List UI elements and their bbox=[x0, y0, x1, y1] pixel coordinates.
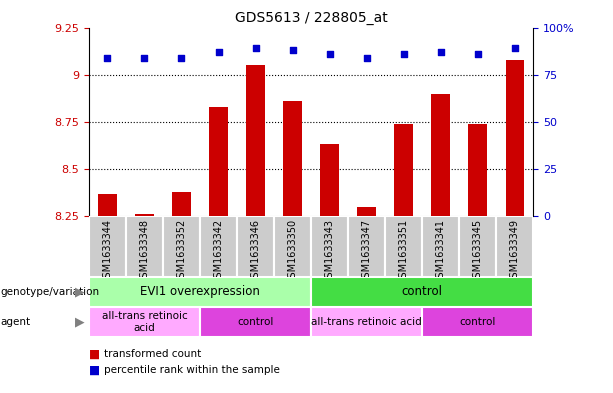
Bar bbox=[163, 216, 200, 277]
Bar bbox=[311, 277, 533, 307]
Text: GSM1633344: GSM1633344 bbox=[102, 219, 112, 284]
Text: GSM1633352: GSM1633352 bbox=[177, 219, 186, 285]
Bar bbox=[348, 216, 385, 277]
Bar bbox=[89, 307, 200, 337]
Text: GSM1633346: GSM1633346 bbox=[251, 219, 261, 284]
Point bbox=[362, 55, 371, 61]
Bar bbox=[422, 216, 459, 277]
Text: GSM1633347: GSM1633347 bbox=[362, 219, 371, 284]
Bar bbox=[274, 216, 311, 277]
Text: percentile rank within the sample: percentile rank within the sample bbox=[104, 365, 280, 375]
Point bbox=[102, 55, 112, 61]
Text: all-trans retinoic
acid: all-trans retinoic acid bbox=[102, 311, 188, 332]
Bar bbox=[357, 207, 376, 216]
Bar bbox=[432, 94, 450, 216]
Text: all-trans retinoic acid: all-trans retinoic acid bbox=[311, 317, 422, 327]
Bar bbox=[89, 277, 311, 307]
Bar bbox=[126, 216, 163, 277]
Text: agent: agent bbox=[0, 317, 30, 327]
Bar bbox=[283, 101, 302, 216]
Text: genotype/variation: genotype/variation bbox=[0, 287, 99, 297]
Bar bbox=[311, 216, 348, 277]
Point bbox=[213, 49, 223, 55]
Point bbox=[287, 47, 297, 53]
Text: ■: ■ bbox=[89, 348, 100, 361]
Text: GSM1633349: GSM1633349 bbox=[510, 219, 520, 284]
Text: EVI1 overexpression: EVI1 overexpression bbox=[140, 285, 260, 299]
Bar bbox=[246, 65, 265, 216]
Bar bbox=[98, 193, 116, 216]
Point bbox=[251, 45, 261, 51]
Text: transformed count: transformed count bbox=[104, 349, 202, 360]
Bar bbox=[209, 107, 228, 216]
Text: ■: ■ bbox=[89, 364, 100, 377]
Text: GSM1633348: GSM1633348 bbox=[139, 219, 150, 284]
Text: GSM1633341: GSM1633341 bbox=[436, 219, 446, 284]
Bar bbox=[497, 216, 533, 277]
Bar bbox=[172, 192, 191, 216]
Point bbox=[399, 51, 409, 57]
Bar bbox=[394, 124, 413, 216]
Point bbox=[177, 55, 186, 61]
Bar bbox=[506, 60, 524, 216]
Point bbox=[436, 49, 446, 55]
Text: ▶: ▶ bbox=[75, 285, 85, 299]
Text: GSM1633342: GSM1633342 bbox=[213, 219, 224, 284]
Bar bbox=[459, 216, 497, 277]
Point bbox=[510, 45, 520, 51]
Text: GSM1633351: GSM1633351 bbox=[398, 219, 409, 284]
Bar bbox=[89, 216, 126, 277]
Point bbox=[473, 51, 482, 57]
Text: GSM1633345: GSM1633345 bbox=[473, 219, 483, 284]
Text: control: control bbox=[237, 317, 274, 327]
Bar bbox=[200, 216, 237, 277]
Bar bbox=[321, 145, 339, 216]
Bar bbox=[237, 216, 274, 277]
Text: GSM1633350: GSM1633350 bbox=[287, 219, 297, 284]
Text: control: control bbox=[402, 285, 443, 299]
Bar bbox=[200, 307, 311, 337]
Point bbox=[325, 51, 335, 57]
Bar bbox=[311, 307, 422, 337]
Bar bbox=[468, 124, 487, 216]
Bar bbox=[385, 216, 422, 277]
Text: ▶: ▶ bbox=[75, 315, 85, 329]
Title: GDS5613 / 228805_at: GDS5613 / 228805_at bbox=[235, 11, 387, 25]
Bar bbox=[422, 307, 533, 337]
Text: control: control bbox=[460, 317, 496, 327]
Text: GSM1633343: GSM1633343 bbox=[325, 219, 335, 284]
Bar bbox=[135, 214, 154, 216]
Point bbox=[140, 55, 150, 61]
